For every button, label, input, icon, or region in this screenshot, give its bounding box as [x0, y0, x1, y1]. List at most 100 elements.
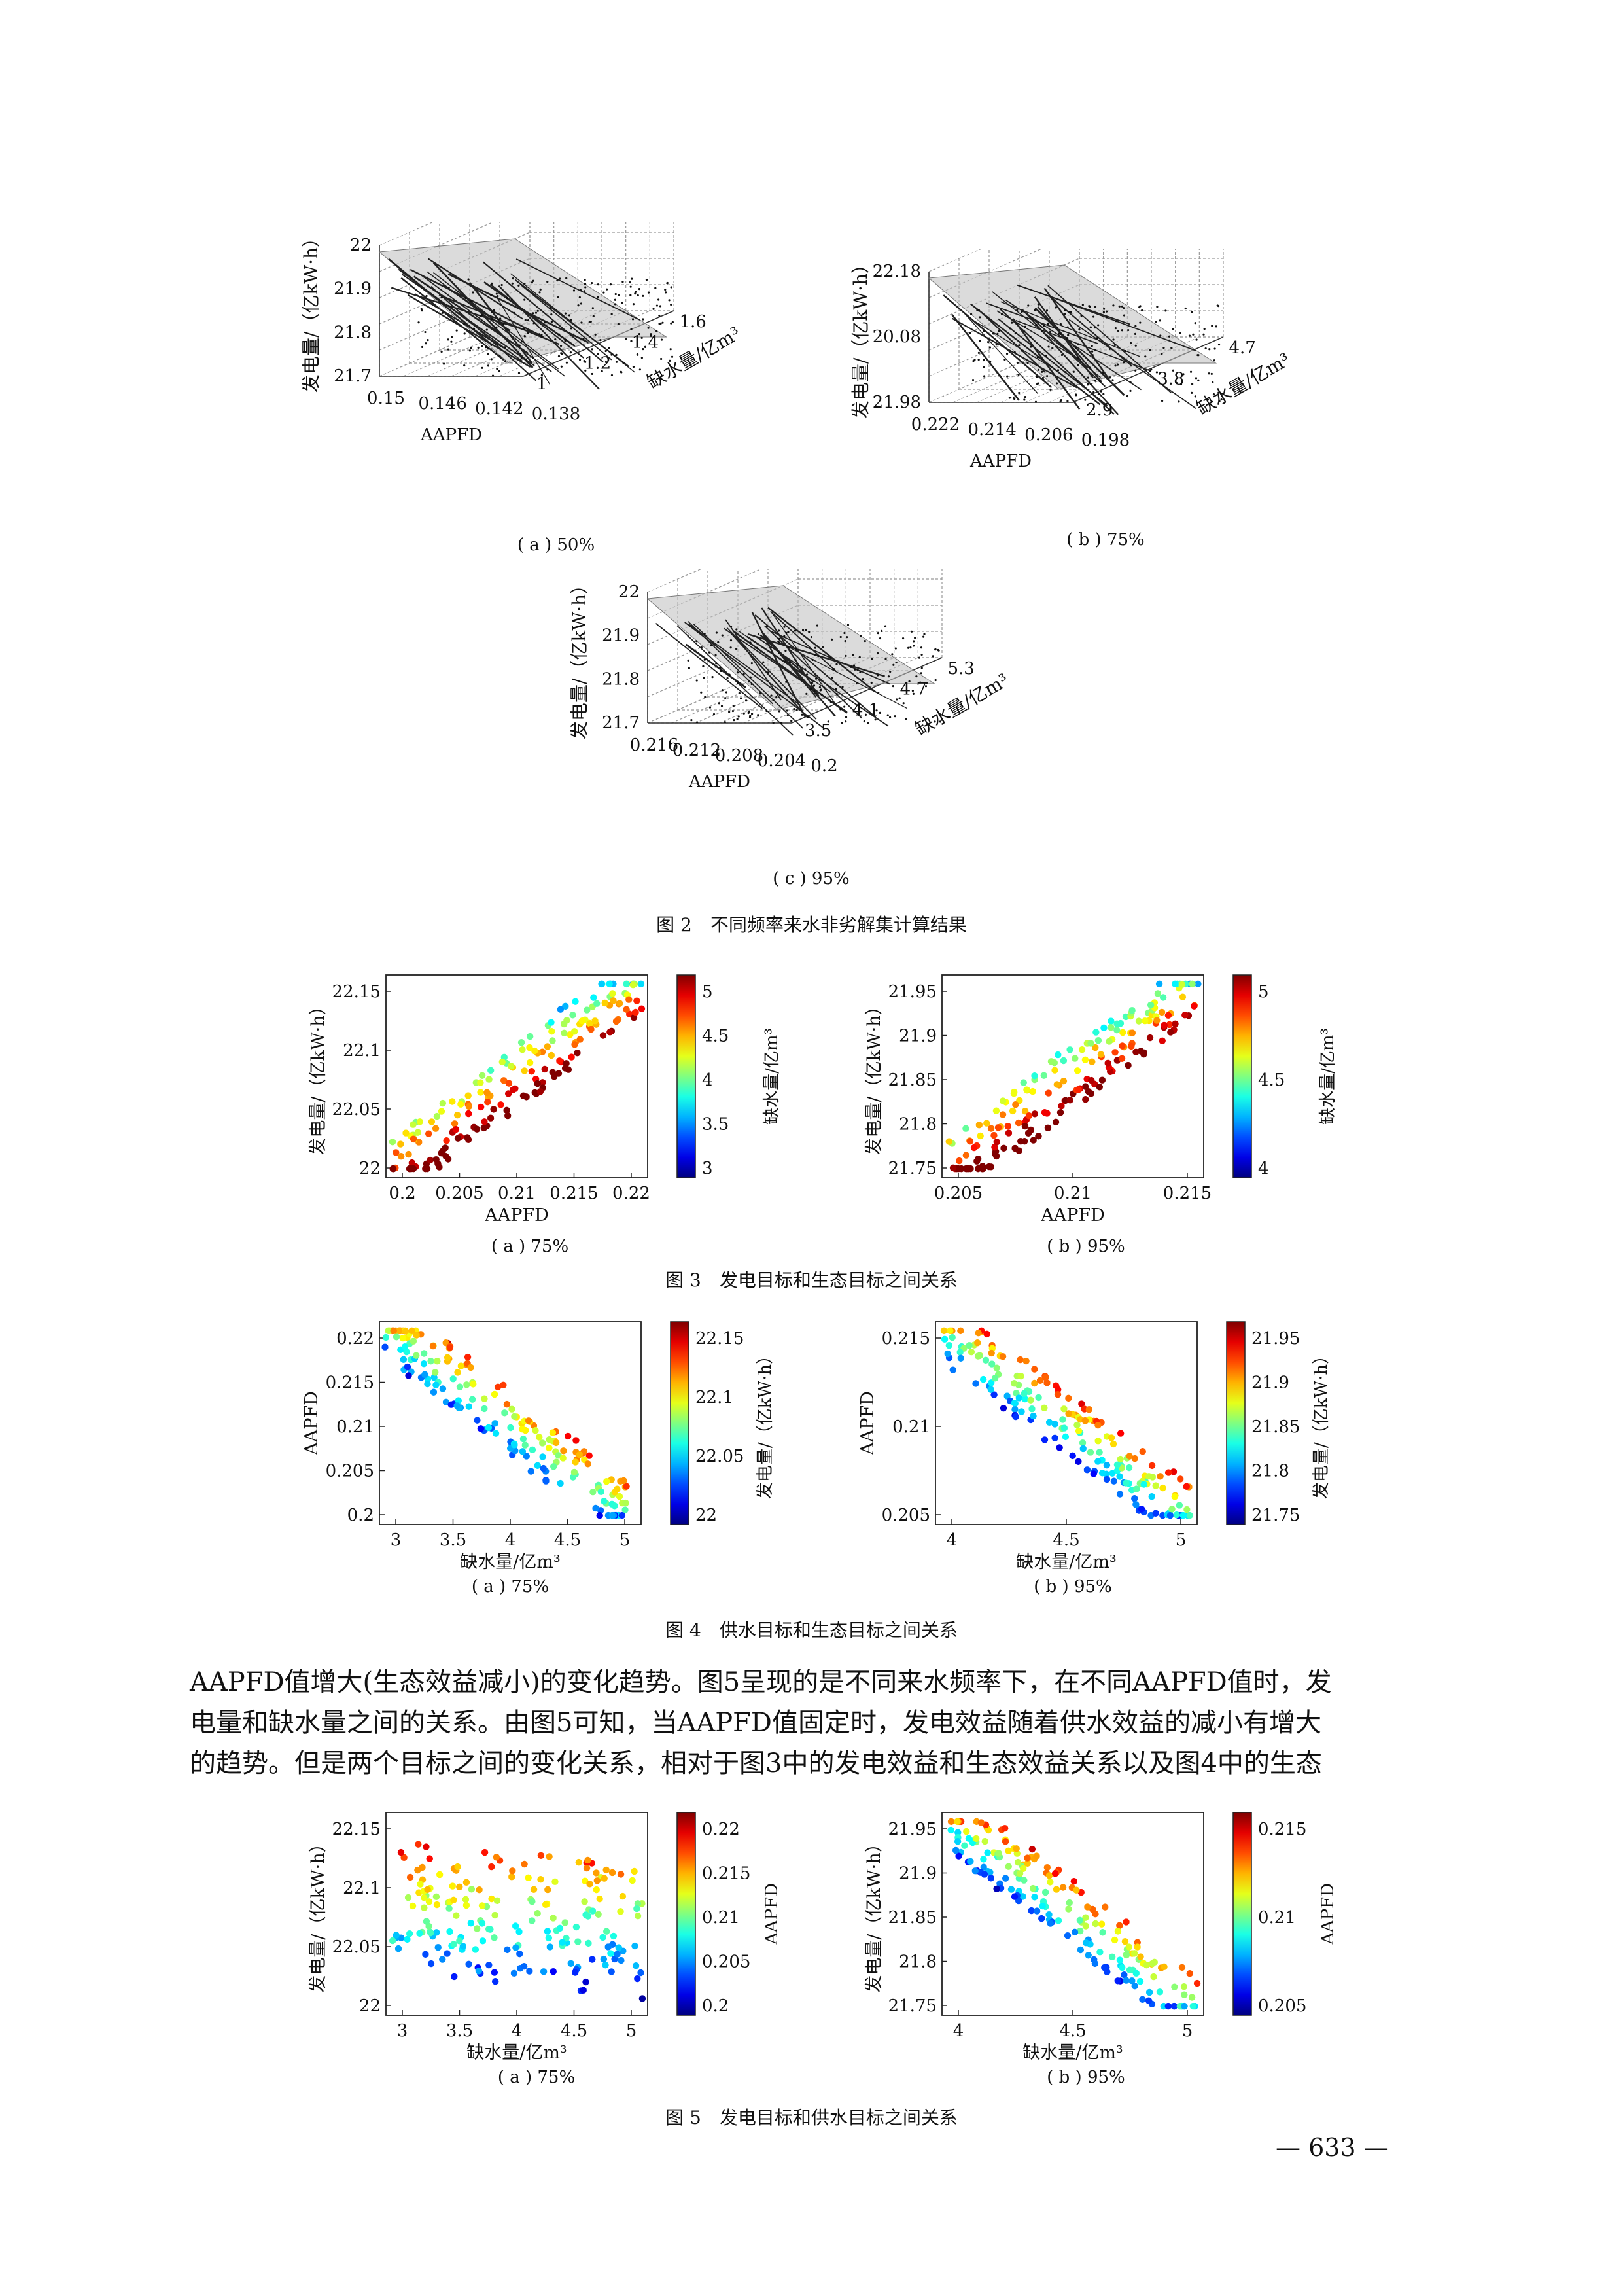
scatter-point: [1137, 1953, 1144, 1960]
scatter-point: [403, 1348, 410, 1356]
scatter-point: [456, 1937, 463, 1945]
scatter-point: [571, 1041, 578, 1048]
scatter-point: [593, 1886, 600, 1894]
scatter-point: [1024, 1860, 1031, 1867]
scatter-point: [475, 1968, 483, 1975]
scatter-point: [993, 1152, 1000, 1160]
scatter-point: [501, 1409, 508, 1417]
scatter-point: [1126, 1453, 1133, 1460]
scatter-point: [1167, 1029, 1174, 1036]
scatter-point: [549, 1429, 557, 1436]
scatter-point: [629, 981, 637, 989]
scatter-point: [584, 1460, 591, 1468]
y-tick-label: 0.2: [347, 1506, 374, 1525]
scatter-point: [449, 1098, 456, 1105]
figure-4-caption: 图 4 供水目标和生态目标之间关系: [665, 1619, 958, 1641]
scatter-point: [414, 1129, 422, 1136]
scatter-point: [423, 1918, 430, 1925]
scatter-point: [954, 1837, 962, 1845]
scatter-point: [614, 1485, 621, 1492]
scatter-point: [971, 1867, 979, 1875]
colorbar-tick-label: 3.5: [702, 1115, 729, 1135]
x-axis-label: 缺水量/亿m³: [466, 2043, 567, 2063]
scatter-point: [1036, 1377, 1044, 1385]
y-tick-label: 0.205: [882, 1506, 930, 1525]
scatter-point: [1015, 1394, 1023, 1402]
colorbar: [670, 1321, 689, 1525]
scatter-point: [438, 1108, 445, 1115]
scatter-point: [463, 1381, 470, 1388]
scatter-point: [385, 1327, 392, 1335]
scatter-point: [1164, 2002, 1172, 2010]
scatter-point: [1121, 1938, 1129, 1945]
scatter-point: [1084, 1903, 1091, 1911]
scatter-point: [1051, 1421, 1058, 1428]
scatter-point: [526, 1059, 534, 1067]
colorbar-tick-label: 22.1: [695, 1388, 733, 1407]
scatter-point: [979, 1165, 986, 1173]
scatter-point: [1031, 1366, 1038, 1373]
scatter-point: [1119, 1029, 1126, 1036]
scatter-point: [1107, 1024, 1115, 1031]
x-tick-label: 0.2: [811, 756, 837, 776]
scatter-point: [970, 1144, 978, 1152]
scatter-point: [425, 1130, 432, 1137]
scatter-point: [1088, 1076, 1095, 1084]
scatter-point: [413, 1352, 420, 1359]
scatter-point: [1055, 1917, 1062, 1924]
scatter-point: [1053, 1081, 1061, 1088]
scatter-point: [1098, 1470, 1106, 1477]
scatter-point: [1108, 1434, 1115, 1441]
scatter-point: [580, 1987, 587, 1994]
scatter-point: [409, 1902, 417, 1910]
scatter-point: [1044, 1124, 1052, 1132]
figure-3a-subcaption: ( a ) 75%: [491, 1237, 569, 1256]
scatter-point: [586, 1020, 594, 1027]
scatter-point: [955, 1852, 962, 1860]
colorbar-label: 发电量/（亿kW·h）: [1312, 1347, 1331, 1499]
scatter-point: [1092, 1029, 1100, 1036]
scatter-point: [405, 1150, 412, 1158]
scatter-point: [1108, 1017, 1115, 1025]
scatter-point: [1078, 1400, 1085, 1407]
x-tick-label: 5: [626, 2021, 637, 2041]
scatter-point: [1117, 1019, 1125, 1027]
x-tick-label: 0.214: [968, 420, 1016, 440]
scatter-point: [450, 1896, 457, 1904]
scatter-point: [1143, 1961, 1150, 1969]
scatter-point: [564, 1432, 572, 1440]
scatter-point: [1094, 1421, 1102, 1429]
scatter-point: [497, 1101, 504, 1108]
scatter-point: [599, 1032, 607, 1039]
scatter-point: [1012, 1101, 1019, 1108]
scatter-point: [399, 1334, 407, 1342]
scatter-point: [1123, 1918, 1130, 1926]
scatter-point: [389, 1139, 396, 1146]
scatter-point: [973, 1835, 980, 1843]
scatter-point: [421, 1371, 428, 1378]
scatter-point: [616, 1492, 623, 1500]
scatter-point: [1195, 980, 1202, 988]
scatter-point: [1108, 1953, 1116, 1961]
scatter-point: [1154, 990, 1162, 997]
scatter-point: [982, 1356, 990, 1364]
scatter-point: [1002, 1825, 1009, 1832]
scatter-point: [968, 1349, 975, 1356]
scatter-point: [504, 1112, 512, 1120]
scatter-point: [1000, 1144, 1007, 1152]
scatter-point: [1082, 1095, 1089, 1103]
scatter-point: [1005, 1129, 1013, 1137]
scatter-point: [1123, 1951, 1130, 1958]
colorbar-tick-label: 0.215: [702, 1864, 750, 1884]
scatter-point: [1031, 1379, 1038, 1387]
scatter-point: [439, 1956, 446, 1963]
y-axis-label: 发电量/（亿kW·h）: [308, 1835, 328, 1992]
scatter-point: [947, 1818, 955, 1826]
z-tick-label: 20.08: [873, 327, 921, 347]
scatter-point: [492, 1430, 500, 1437]
scatter-point: [625, 996, 633, 1003]
scatter-point: [550, 1915, 557, 1922]
scatter-point: [559, 1455, 567, 1462]
scatter-point: [954, 1829, 962, 1836]
scatter-point: [1157, 1473, 1164, 1480]
